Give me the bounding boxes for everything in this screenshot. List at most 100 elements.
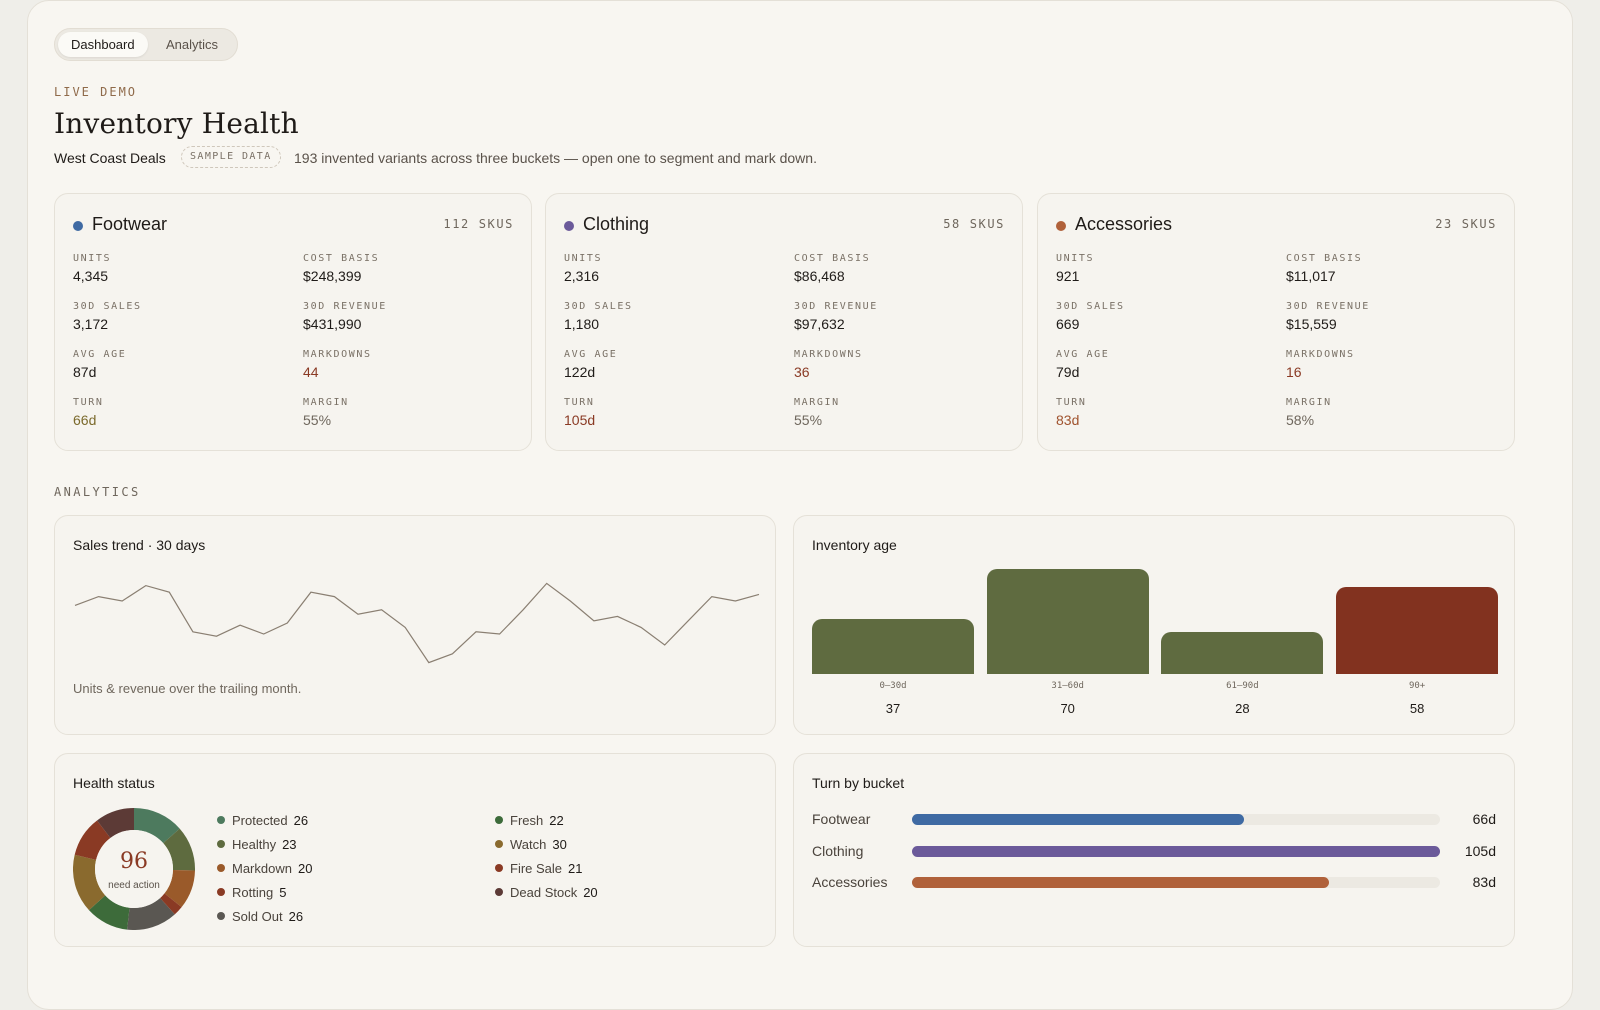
metric-units-value: 4,345 xyxy=(73,268,109,284)
bucket-color-dot xyxy=(564,221,574,231)
metric-revenue-label: 30D REVENUE xyxy=(303,301,387,312)
legend-item-fire-sale[interactable]: Fire Sale 21 xyxy=(495,861,583,876)
legend-item-fresh[interactable]: Fresh 22 xyxy=(495,813,564,828)
legend-item-rotting[interactable]: Rotting 5 xyxy=(217,885,286,900)
age-bar[interactable] xyxy=(1161,632,1324,674)
legend-label: Fire Sale xyxy=(510,861,563,876)
donut-slice-rotting[interactable] xyxy=(160,893,182,915)
metric-units-label: UNITS xyxy=(1056,253,1095,264)
legend-value: 26 xyxy=(293,813,309,828)
legend-dot xyxy=(495,888,503,896)
bucket-card-footwear[interactable]: Footwear 112 SKUS UNITS 4,345 COST BASIS $248… xyxy=(54,193,532,451)
bucket-color-dot xyxy=(1056,221,1066,231)
age-bar-value: 58 xyxy=(1409,701,1425,716)
age-bar[interactable] xyxy=(986,569,1149,674)
legend-dot xyxy=(495,816,503,824)
donut-slice-sold-out[interactable] xyxy=(127,897,175,930)
turn-row-label: Footwear xyxy=(812,811,871,827)
legend-item-protected[interactable]: Protected 26 xyxy=(217,813,308,828)
bucket-card-clothing[interactable]: Clothing 58 SKUS UNITS 2,316 COST BASIS $86,4… xyxy=(545,193,1023,451)
legend-item-sold-out[interactable]: Sold Out 26 xyxy=(217,909,303,924)
store-name: West Coast Deals xyxy=(54,150,166,166)
eyebrow-label: LIVE DEMO xyxy=(54,85,138,99)
metric-cost-value: $11,017 xyxy=(1286,268,1336,284)
age-bar-tick-label: 61–90d xyxy=(1226,681,1259,691)
turn-by-bucket-title: Turn by bucket xyxy=(812,775,905,791)
legend-item-watch[interactable]: Watch 30 xyxy=(495,837,567,852)
bucket-color-dot xyxy=(73,221,83,231)
age-bar-tick-label: 90+ xyxy=(1408,681,1426,691)
metric-age-label: AVG AGE xyxy=(1056,349,1110,360)
legend-value: 30 xyxy=(552,837,567,852)
legend-value: 22 xyxy=(549,813,564,828)
legend-dot xyxy=(217,888,225,896)
turn-track xyxy=(912,814,1440,825)
app-frame: Dashboard Analytics LIVE DEMO Inventory … xyxy=(27,0,1573,1010)
age-bar-value: 70 xyxy=(1060,701,1075,716)
tab-analytics[interactable]: Analytics xyxy=(166,37,219,52)
metric-cost-label: COST BASIS xyxy=(794,253,871,264)
turn-row-value: 83d xyxy=(1472,874,1496,890)
metric-revenue-value: $15,559 xyxy=(1286,316,1337,332)
sales-trend-note: Units & revenue over the trailing month. xyxy=(73,681,302,696)
tab-dashboard[interactable]: Dashboard xyxy=(58,32,148,57)
donut-slice-fire-sale[interactable] xyxy=(74,820,111,860)
metric-margin-value: 55% xyxy=(303,412,332,428)
legend-value: 20 xyxy=(297,861,313,876)
turn-fill-bar[interactable] xyxy=(912,877,1330,888)
bucket-card-accessories[interactable]: Accessories 23 SKUS UNITS 921 COST BASIS $11,… xyxy=(1037,193,1515,451)
turn-track xyxy=(912,877,1440,888)
metric-cost-value: $86,468 xyxy=(794,268,845,284)
health-status-panel[interactable]: Health status 96 need action Protected 26… xyxy=(54,753,776,947)
metric-age-label: AVG AGE xyxy=(73,349,127,360)
donut-slice-healthy[interactable] xyxy=(163,828,195,871)
turn-row-value: 105d xyxy=(1464,842,1496,859)
legend-dot xyxy=(217,912,225,920)
legend-value: 21 xyxy=(568,861,583,876)
metric-markdowns-label: MARKDOWNS xyxy=(794,349,863,360)
metric-units-label: UNITS xyxy=(564,253,603,264)
age-bar-tick-label: 0–30d xyxy=(879,681,907,691)
metric-sales-label: 30D SALES xyxy=(73,301,142,312)
legend-item-markdown[interactable]: Markdown 20 xyxy=(217,861,312,876)
legend-label: Markdown xyxy=(232,861,292,876)
metric-margin-value: 58% xyxy=(1286,412,1315,428)
sales-trend-title: Sales trend · 30 days xyxy=(73,537,206,553)
sales-trend-panel[interactable]: Sales trend · 30 days Units & revenue ov… xyxy=(54,515,776,735)
turn-track xyxy=(912,845,1440,857)
metric-cost-label: COST BASIS xyxy=(303,253,380,264)
donut-slice-markdown[interactable] xyxy=(164,869,195,908)
sales-trend-chart xyxy=(74,582,760,664)
metric-margin-label: MARGIN xyxy=(1286,397,1332,408)
turn-by-bucket-panel[interactable]: Turn by bucket Footwear 66d Clothing 105d Ac… xyxy=(793,753,1515,947)
metric-margin-label: MARGIN xyxy=(303,397,349,408)
metric-sales-label: 30D SALES xyxy=(1056,301,1125,312)
bucket-sku-count: 112 SKUS xyxy=(443,217,514,231)
bucket-name: Footwear xyxy=(92,214,168,234)
turn-fill-bar[interactable] xyxy=(912,814,1244,825)
donut-slice-dead-stock[interactable] xyxy=(97,808,134,838)
donut-slice-watch[interactable] xyxy=(73,854,106,911)
age-bar[interactable] xyxy=(1336,587,1499,674)
metric-units-value: 921 xyxy=(1056,268,1080,284)
turn-row-label: Clothing xyxy=(812,842,864,859)
bucket-name: Accessories xyxy=(1075,214,1173,234)
legend-item-dead-stock[interactable]: Dead Stock 20 xyxy=(495,885,598,900)
metric-revenue-value: $97,632 xyxy=(794,316,845,332)
donut-slice-protected[interactable] xyxy=(134,808,180,844)
turn-fill-bar[interactable] xyxy=(912,845,1440,857)
age-bar-tick-label: 31–60d xyxy=(1051,681,1084,691)
age-bar[interactable] xyxy=(812,618,974,674)
metric-markdowns-value: 44 xyxy=(303,364,319,380)
legend-item-healthy[interactable]: Healthy 23 xyxy=(217,837,297,852)
turn-row-value: 66d xyxy=(1472,811,1496,827)
health-status-title: Health status xyxy=(73,775,155,791)
donut-slice-fresh[interactable] xyxy=(88,895,130,930)
inventory-age-title: Inventory age xyxy=(812,537,897,553)
inventory-age-panel[interactable]: Inventory age 0–30d 37 31–60d 70 61–90d 28 90+… xyxy=(793,515,1515,735)
metric-markdowns-value: 16 xyxy=(1286,364,1302,380)
page-subtitle: 193 invented variants across three bucke… xyxy=(294,150,817,166)
metric-cost-label: COST BASIS xyxy=(1286,253,1363,264)
metric-sales-label: 30D SALES xyxy=(564,301,633,312)
legend-label: Healthy xyxy=(232,837,277,852)
